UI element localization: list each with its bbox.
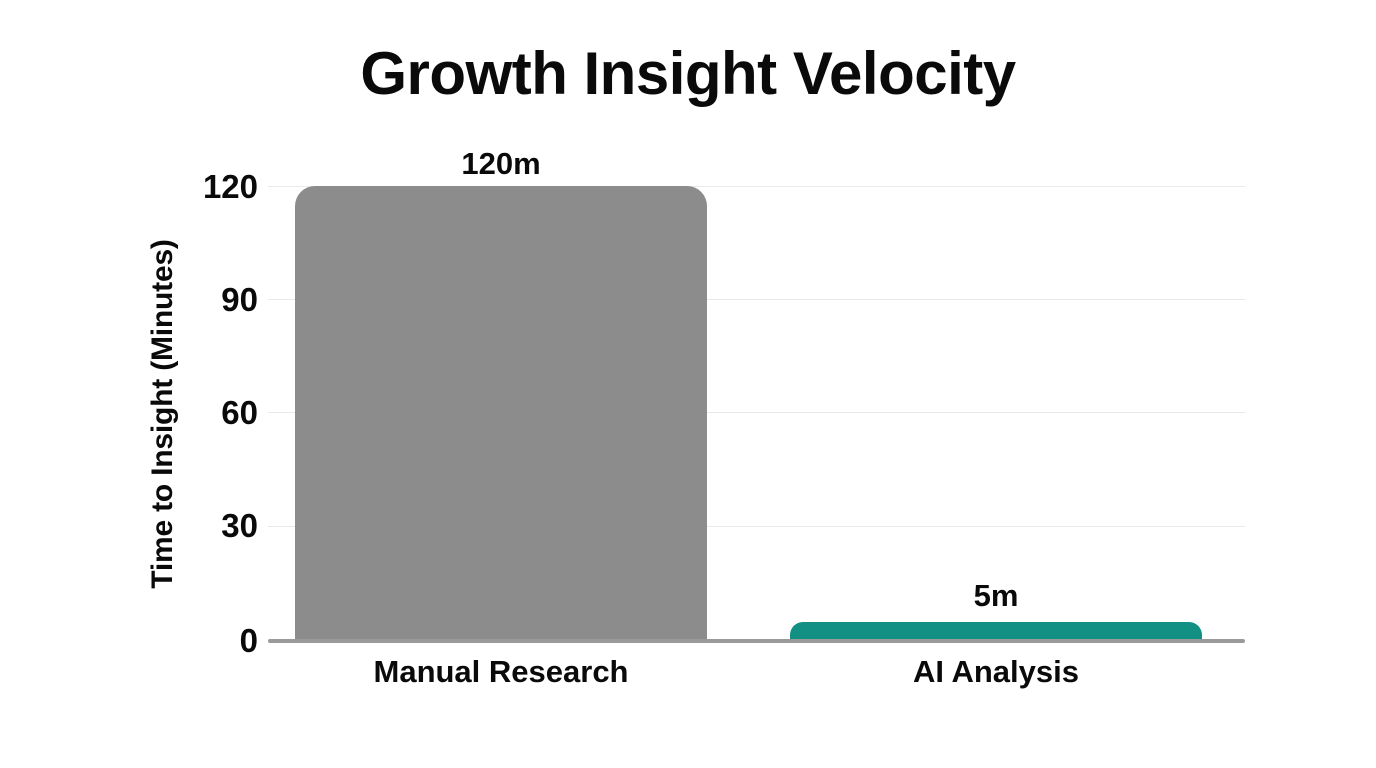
y-tick-label-90: 90 <box>221 281 258 318</box>
y-axis-title: Time to Insight (Minutes) <box>0 0 179 588</box>
y-tick-label-60: 60 <box>221 394 258 431</box>
x-axis-line <box>268 639 1245 643</box>
x-tick-label-manual-research: Manual Research <box>373 654 629 689</box>
gridline-90 <box>268 299 1245 300</box>
y-tick-label-0: 0 <box>239 622 258 659</box>
x-tick-label-ai-analysis: AI Analysis <box>913 654 1079 689</box>
gridline-30 <box>268 526 1245 527</box>
value-label-ai-analysis: 5m <box>973 578 1019 613</box>
value-label-manual-research: 120m <box>461 146 541 181</box>
bar-manual-research[interactable] <box>295 186 707 641</box>
gridline-120 <box>268 186 1245 187</box>
y-tick-label-120: 120 <box>202 168 258 205</box>
plot-area <box>268 186 1245 641</box>
gridline-60 <box>268 412 1245 413</box>
y-tick-label-30: 30 <box>221 507 258 544</box>
bar-ai-analysis[interactable] <box>790 622 1202 641</box>
chart-title: Growth Insight Velocity <box>360 40 1016 107</box>
